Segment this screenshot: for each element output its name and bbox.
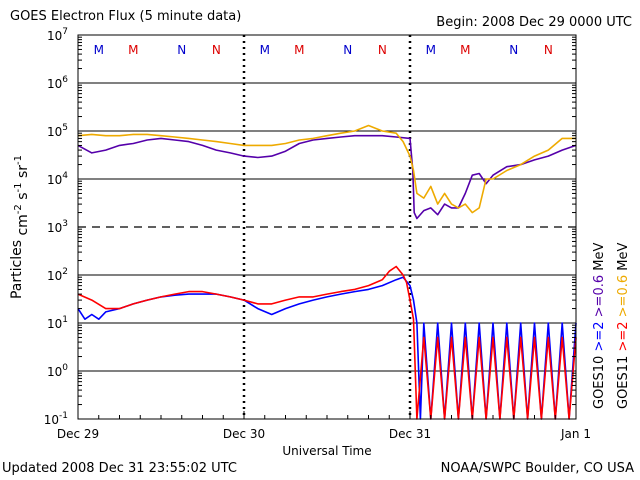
legend-entry: GOES10 >=2 >=0.6 MeV xyxy=(592,243,607,409)
eclipse-marker-label: N xyxy=(378,43,387,57)
legend-entry: GOES11 >=2 >=0.6 MeV xyxy=(616,243,631,409)
x-tick-label: Dec 30 xyxy=(223,427,265,441)
source-label: NOAA/SWPC Boulder, CO USA xyxy=(440,461,634,476)
y-tick-label: 100 xyxy=(47,363,68,379)
y-tick-label: 106 xyxy=(47,75,68,91)
y-tick-label: 101 xyxy=(47,315,68,331)
eclipse-marker-label: M xyxy=(426,43,436,57)
updated-time-label: Updated 2008 Dec 31 23:55:02 UTC xyxy=(2,461,237,476)
y-axis-label: Particles cm-2 s-1 sr-1 xyxy=(9,155,31,299)
y-tick-label: 103 xyxy=(47,219,68,235)
eclipse-marker-label: M xyxy=(128,43,138,57)
y-tick-label: 107 xyxy=(47,27,68,43)
y-tick-label: 102 xyxy=(47,267,68,283)
series-line xyxy=(77,134,577,220)
y-tick-label: 104 xyxy=(47,171,68,187)
y-tick-label: 10-1 xyxy=(44,411,68,427)
eclipse-marker-label: N xyxy=(509,43,518,57)
eclipse-marker-label: M xyxy=(460,43,470,57)
axis-tick-layer: 10-1 100 101 102 103 104 105 106 107 Dec 29 Dec 30… xyxy=(44,27,591,441)
x-tick-label: Jan 1 xyxy=(560,427,591,441)
eclipse-marker-label: N xyxy=(177,43,186,57)
series-layer xyxy=(77,124,577,420)
chart-title: GOES Electron Flux (5 minute data) xyxy=(10,9,242,24)
grid-layer xyxy=(78,35,576,419)
series-line xyxy=(77,124,576,214)
x-axis-label: Universal Time xyxy=(282,444,371,458)
y-tick-label: 105 xyxy=(47,123,68,139)
begin-time-label: Begin: 2008 Dec 29 0000 UTC xyxy=(436,15,632,30)
eclipse-marker-label: N xyxy=(544,43,553,57)
eclipse-marker-label: M xyxy=(294,43,304,57)
eclipse-marker-label: N xyxy=(212,43,221,57)
x-tick-label: Dec 29 xyxy=(57,427,99,441)
x-tick-label: Dec 31 xyxy=(389,427,431,441)
series-line xyxy=(77,265,577,420)
legend: GOES10 >=2 >=0.6 MeV GOES11 >=2 >=0.6 Me… xyxy=(592,243,631,409)
eclipse-marker-label: N xyxy=(343,43,352,57)
eclipse-marker-label: M xyxy=(260,43,270,57)
eclipse-marker-label: M xyxy=(94,43,104,57)
